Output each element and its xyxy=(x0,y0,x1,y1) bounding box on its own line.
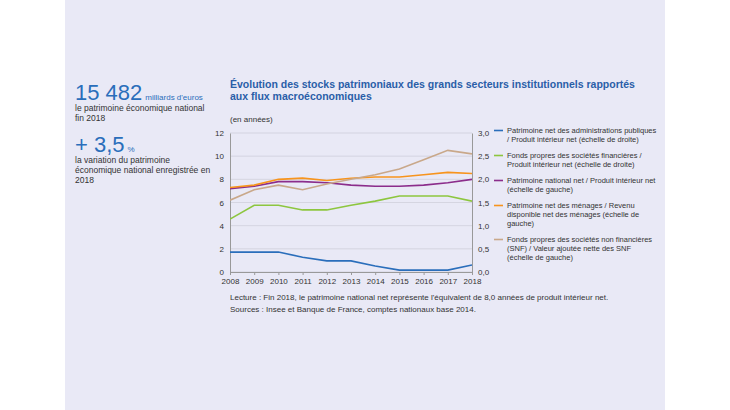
highlight-text: la variation du patrimoineéconomique nat… xyxy=(75,155,210,185)
tick-mark xyxy=(327,272,328,275)
tick-mark xyxy=(375,272,376,275)
legend-swatch xyxy=(494,239,503,241)
tick-label: 2018 xyxy=(464,277,482,286)
y2-axis: 0,0 0,5 1,0 1,5 2,0 2,5 3,0 xyxy=(472,129,490,277)
tick-label: 2008 xyxy=(222,277,240,286)
tick-label: 2009 xyxy=(246,277,264,286)
tick: 2014 xyxy=(367,272,385,286)
tick: 2,5 xyxy=(472,152,490,161)
series-line xyxy=(230,252,472,270)
legend-label: Patrimoine national net / Produit intéri… xyxy=(507,176,656,194)
tick: 2012 xyxy=(318,272,336,286)
tick: 2 xyxy=(220,245,230,254)
tick-label: 2013 xyxy=(343,277,361,286)
tick-mark xyxy=(399,272,400,275)
legend-label: Patrimoine net des ménages / Revenudispo… xyxy=(507,201,639,228)
tick: 2013 xyxy=(343,272,361,286)
panel-background xyxy=(65,0,665,410)
grid-line xyxy=(230,225,472,226)
tick: 1,0 xyxy=(472,222,490,231)
legend-label: Patrimoine net des administrations publi… xyxy=(507,126,656,144)
tick: 2010 xyxy=(270,272,288,286)
title: Évolution des stocks patrimoniaux des gr… xyxy=(230,78,635,102)
tick: 2011 xyxy=(294,272,312,286)
legend-swatch xyxy=(494,130,503,132)
grid-line xyxy=(230,202,472,203)
tick: 6 xyxy=(220,199,230,208)
tick: 10 xyxy=(215,152,230,161)
tick: 2008 xyxy=(222,272,240,286)
tick: 8 xyxy=(220,175,230,184)
series-line xyxy=(230,150,472,200)
tick: 0,0 xyxy=(472,268,490,277)
tick-label: 0,0 xyxy=(478,268,490,277)
chart: 15 482milliards d'eurosle patrimoine éco… xyxy=(0,0,730,410)
tick-label: 2014 xyxy=(367,277,385,286)
series-line xyxy=(230,196,472,219)
tick-label: 2017 xyxy=(439,277,457,286)
legend-label: Fonds propres des sociétés financières /… xyxy=(507,151,643,169)
tick-label: 2,5 xyxy=(478,152,490,161)
highlight-unit: milliards d'euros xyxy=(145,93,203,102)
x-axis: 2008 2009 2010 2011 2012 2013 2014 2015 2016 2017… xyxy=(222,272,482,286)
tick-label: 2011 xyxy=(294,277,312,286)
grid xyxy=(230,133,472,272)
grid-line xyxy=(230,133,472,134)
tick: 2015 xyxy=(391,272,409,286)
axis-line xyxy=(472,134,473,273)
tick: 0 xyxy=(220,268,230,277)
tick-label: 2016 xyxy=(415,277,433,286)
tick-label: 12 xyxy=(215,129,224,138)
tick-mark xyxy=(424,272,425,275)
legend: Patrimoine net des administrations publi… xyxy=(494,126,656,262)
legend-swatch xyxy=(494,180,503,182)
tick-label: 2015 xyxy=(391,277,409,286)
tick: 1,5 xyxy=(472,199,490,208)
legend-label: Fonds propres des sociétés non financièr… xyxy=(507,235,652,262)
tick: 2009 xyxy=(246,272,264,286)
note: Sources : Insee et Banque de France, com… xyxy=(230,305,476,314)
grid-line xyxy=(230,248,472,249)
series-group xyxy=(230,150,472,270)
tick-mark xyxy=(351,272,352,275)
tick-label: 0 xyxy=(220,268,225,277)
tick-label: 6 xyxy=(220,199,225,208)
tick-label: 3,0 xyxy=(478,129,490,138)
tick-label: 10 xyxy=(215,152,224,161)
subtitle: (en années) xyxy=(230,115,273,124)
tick: 2,0 xyxy=(472,175,490,184)
tick-label: 2012 xyxy=(318,277,336,286)
tick-mark xyxy=(254,272,255,275)
tick: 2017 xyxy=(439,272,457,286)
tick-label: 1,5 xyxy=(478,199,490,208)
tick-label: 4 xyxy=(220,222,225,231)
legend-swatch xyxy=(494,205,503,207)
y-axis: 0 2 4 6 8 10 12 xyxy=(215,129,230,277)
tick-label: 2010 xyxy=(270,277,288,286)
tick-label: 8 xyxy=(220,175,225,184)
tick-mark xyxy=(448,272,449,275)
highlight-text: le patrimoine économique nationalfin 201… xyxy=(75,103,205,123)
axis-line xyxy=(231,273,473,276)
legend-swatch xyxy=(494,155,503,157)
tick-mark xyxy=(303,272,304,275)
tick: 4 xyxy=(220,222,230,231)
tick-label: 2 xyxy=(220,245,225,254)
highlight-value: + 3,5 xyxy=(75,132,125,157)
tick: 3,0 xyxy=(472,129,490,138)
tick-mark xyxy=(278,272,279,275)
note: Lecture : Fin 2018, le patrimoine nation… xyxy=(230,293,608,302)
tick: 0,5 xyxy=(472,245,490,254)
tick-label: 1,0 xyxy=(478,222,490,231)
highlight-unit: % xyxy=(128,145,135,154)
tick: 12 xyxy=(215,129,230,138)
tick-label: 2,0 xyxy=(478,175,490,184)
tick-label: 0,5 xyxy=(478,245,490,254)
tick: 2016 xyxy=(415,272,433,286)
highlight-value: 15 482 xyxy=(75,80,142,105)
